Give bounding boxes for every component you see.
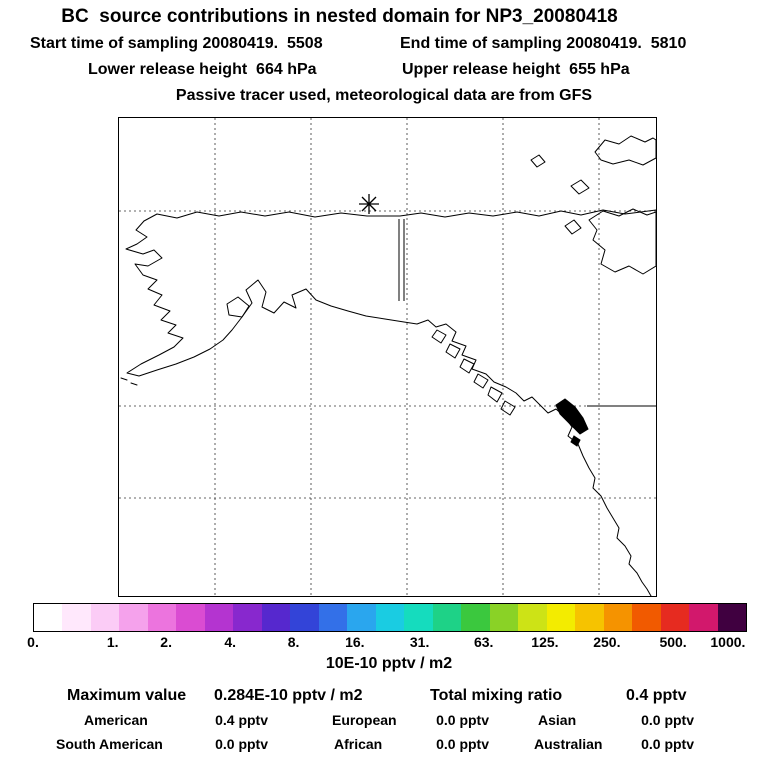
colorbar-segment xyxy=(489,604,519,631)
pacific-coastline xyxy=(125,220,652,596)
total-mixing-ratio: 0.4 pptv xyxy=(626,687,687,704)
aleutian-islands xyxy=(120,377,138,386)
kodiak-island xyxy=(226,296,250,318)
colorbar-tick-label: 500. xyxy=(659,634,687,650)
colorbar-tick-label: 4. xyxy=(224,634,237,650)
colorbar-segment xyxy=(204,604,234,631)
colorbar-tick-label: 1000. xyxy=(710,634,746,650)
sampling-end-text: End time of sampling 20080419. 5810 xyxy=(400,35,687,52)
lower-release-height-text: Lower release height 664 hPa xyxy=(88,61,317,78)
region-name: African xyxy=(334,736,383,752)
grid-lines xyxy=(119,118,656,596)
arctic-coastline xyxy=(143,209,656,222)
panhandle-islands xyxy=(431,329,516,416)
colorbar-unit-label: 10E-10 pptv / m2 xyxy=(325,655,453,672)
colorbar-tick-label: 2. xyxy=(160,634,172,650)
colorbar-tick-label: 125. xyxy=(531,634,559,650)
colorbar-segment xyxy=(632,604,661,631)
region-value: 0.0 pptv xyxy=(641,712,694,728)
colorbar-segment xyxy=(290,604,319,631)
colorbar-segment xyxy=(34,604,63,631)
colorbar-segment xyxy=(689,604,718,631)
colorbar-tick-label: 16. xyxy=(345,634,365,650)
colorbar-segment xyxy=(233,604,262,631)
colorbar-segment xyxy=(404,604,433,631)
region-value: 0.4 pptv xyxy=(215,712,268,728)
colorbar-segment xyxy=(176,604,205,631)
colorbar-segment xyxy=(147,604,177,631)
colorbar-segment xyxy=(717,604,747,631)
colorbar-tick-label: 1. xyxy=(106,634,119,650)
tracer-note-text: Passive tracer used, meteorological data… xyxy=(175,87,593,104)
sampling-start-text: Start time of sampling 20080419. 5508 xyxy=(30,35,323,52)
colorbar-segment xyxy=(518,604,547,631)
region-name: Asian xyxy=(538,712,577,728)
colorbar-segment xyxy=(261,604,291,631)
colorbar-segment xyxy=(62,604,91,631)
release-marker xyxy=(358,193,380,215)
basemap-svg xyxy=(119,118,656,596)
colorbar-segment xyxy=(375,604,405,631)
puget-sound-blob xyxy=(570,435,581,447)
coastlines xyxy=(120,135,656,596)
colorbar-tick-label: 0. xyxy=(27,634,39,650)
colorbar-segment xyxy=(432,604,462,631)
colorbar-segment xyxy=(318,604,348,631)
colorbar-tick-label: 250. xyxy=(593,634,621,650)
total-mixing-ratio-label: Total mixing ratio xyxy=(430,687,563,704)
arctic-islands xyxy=(530,135,656,275)
max-value: 0.284E-10 pptv / m2 xyxy=(214,687,363,704)
region-name: South American xyxy=(56,736,163,752)
political-borders xyxy=(398,219,656,407)
region-value: 0.0 pptv xyxy=(641,736,694,752)
colorbar-ticks: 0. 1. 2. 4. 8. 16. 31. 63. 125. 250. 500. 1000. xyxy=(27,634,746,652)
colorbar-segment xyxy=(461,604,490,631)
colorbar-segment xyxy=(660,604,690,631)
colorbar-segment xyxy=(575,604,604,631)
region-value: 0.0 pptv xyxy=(436,712,489,728)
vancouver-island-group xyxy=(555,398,589,447)
colorbar-segment xyxy=(546,604,576,631)
colorbar-gradient xyxy=(33,603,747,632)
region-value: 0.0 pptv xyxy=(436,736,489,752)
colorbar-segment xyxy=(90,604,120,631)
colorbar-segment xyxy=(347,604,376,631)
region-name: European xyxy=(332,712,397,728)
upper-release-height-text: Upper release height 655 hPa xyxy=(402,61,630,78)
colorbar-tick-label: 31. xyxy=(409,634,430,650)
max-value-label: Maximum value xyxy=(67,687,187,704)
colorbar-segment xyxy=(603,604,633,631)
region-name: American xyxy=(84,712,148,728)
region-name: Australian xyxy=(534,736,603,752)
map-panel xyxy=(118,117,657,597)
alaska-yukon-border xyxy=(398,219,405,301)
vancouver-island xyxy=(555,398,589,435)
region-value: 0.0 pptv xyxy=(215,736,268,752)
colorbar-tick-label: 63. xyxy=(473,634,494,650)
colorbar-tick-label: 8. xyxy=(287,634,300,650)
figure-title: BC source contributions in nested domain… xyxy=(61,6,618,27)
colorbar-segment xyxy=(119,604,148,631)
asterisk-icon xyxy=(359,194,380,215)
